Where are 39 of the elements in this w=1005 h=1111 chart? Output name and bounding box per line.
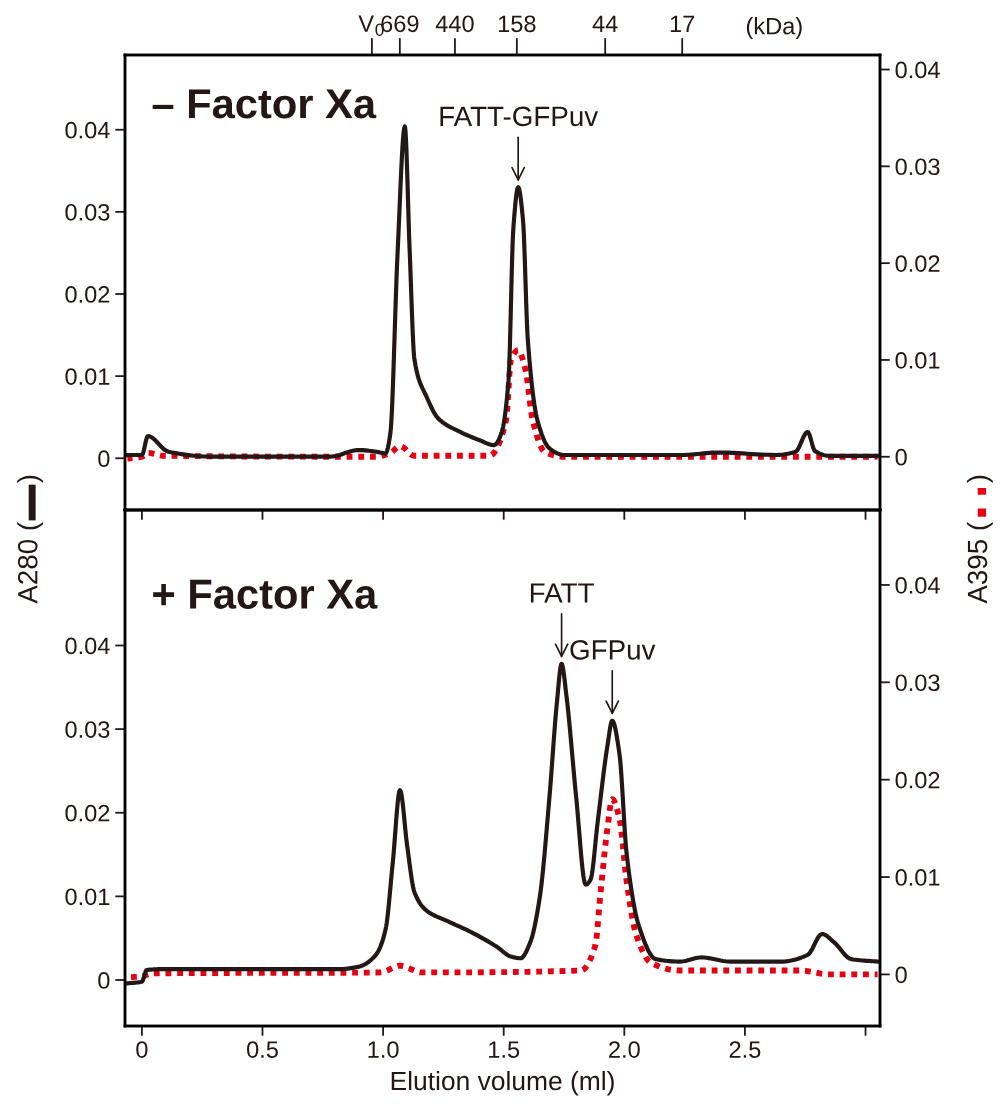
- x-tick-label: 0.5: [247, 1041, 278, 1058]
- y-tick-label: 0.03: [65, 721, 110, 738]
- y2-tick-label: 0: [895, 966, 907, 984]
- y2-tick-label: 0.02: [895, 771, 940, 789]
- y-tick-label: 0.03: [65, 203, 110, 221]
- text: 44: [592, 15, 618, 32]
- y-tick-label: 0.02: [65, 286, 110, 303]
- annotation: – Factor Xa: [152, 89, 377, 119]
- y2-tick-label: 0.02: [895, 255, 940, 272]
- y-tick-label: 0.04: [65, 637, 110, 655]
- text: 17: [670, 15, 695, 32]
- x-tick-label: 1.5: [489, 1041, 520, 1058]
- y-tick-label: 0.01: [65, 368, 110, 385]
- y-tick-label: 0.04: [65, 121, 110, 139]
- x-tick-label: 1.0: [368, 1041, 399, 1058]
- x-tick-label: 0: [136, 1041, 148, 1058]
- annotation: GFPuv: [570, 640, 656, 660]
- annotation: FATT: [530, 583, 594, 603]
- y2-tick-label: 0.04: [895, 577, 940, 594]
- annotation: + Factor Xa: [153, 579, 378, 609]
- x-axis-title: Elution volume (ml): [391, 1070, 614, 1096]
- y2-tick-label: 0.04: [895, 61, 940, 79]
- y-tick-label: 0: [98, 450, 110, 468]
- y2-axis-title: A395 ( ): [966, 475, 993, 604]
- y2-tick-label: 0.03: [895, 674, 940, 692]
- text: 440: [435, 15, 474, 33]
- y-axis-title: A280 ( ): [17, 475, 44, 604]
- y2-tick-label: 0: [895, 448, 907, 466]
- x-tick-label: 2.5: [729, 1041, 761, 1058]
- y2-tick-label: 0.01: [895, 352, 940, 369]
- annotation: FATT-GFPuv: [440, 106, 599, 127]
- y-tick-label: 0.02: [65, 804, 110, 822]
- x-tick-label: 2.0: [609, 1041, 640, 1058]
- text: (kDa): [746, 17, 802, 40]
- y2-tick-label: 0.01: [895, 869, 940, 886]
- y-tick-label: 0.01: [65, 888, 110, 906]
- y-tick-label: 0: [98, 972, 110, 989]
- text: 158: [498, 15, 536, 33]
- y2-tick-label: 0.03: [895, 158, 940, 176]
